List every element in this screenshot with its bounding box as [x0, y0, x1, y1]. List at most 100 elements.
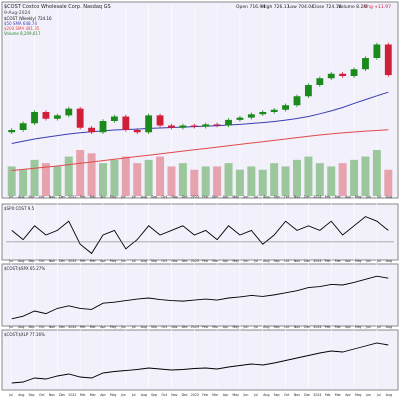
x-tick-label: Sep: [274, 325, 280, 329]
x-tick-label: Sep: [29, 195, 35, 199]
x-tick-label: Mar: [90, 259, 97, 263]
volume-bar: [384, 169, 393, 196]
volume-bar: [338, 163, 347, 196]
x-tick-label: Mar: [335, 325, 342, 329]
candle-body: [293, 96, 301, 106]
x-tick-label: Aug: [18, 393, 24, 397]
candle-body: [168, 125, 175, 128]
x-tick-label: May: [232, 259, 239, 263]
legend-price: $COST (Weekly) 724.16: [4, 16, 52, 21]
volume-bar: [224, 163, 233, 196]
volume-bar: [167, 166, 176, 196]
x-tick-label: 2022: [68, 195, 76, 199]
x-tick-label: 2024: [313, 393, 321, 397]
x-tick-label: Feb: [202, 195, 208, 199]
x-tick-label: Aug: [141, 393, 147, 397]
x-tick-label: May: [110, 259, 117, 263]
indicator-3-panel: [1, 329, 399, 391]
candle-body: [247, 114, 255, 118]
x-tick-label: Feb: [325, 393, 331, 397]
x-tick-label: Dec: [59, 325, 65, 329]
candle-body: [31, 112, 38, 124]
x-tick-label: Nov: [171, 259, 177, 263]
x-tick-label: Nov: [49, 325, 55, 329]
indicator-1-panel: [1, 203, 399, 261]
volume-bar: [64, 156, 73, 196]
x-tick-label: Jun: [242, 259, 248, 263]
volume-bar: [247, 166, 256, 196]
x-tick-label: Jul: [8, 325, 13, 329]
volume-bar: [315, 163, 324, 196]
x-tick-label: Oct: [284, 393, 290, 397]
x-tick-label: Apr: [345, 195, 351, 199]
candle-body: [42, 112, 50, 119]
x-tick-label: 2024: [313, 325, 321, 329]
ohlc-high: High 726.17: [262, 4, 290, 10]
x-tick-label: Nov: [49, 393, 55, 397]
legend-volume: Volume 8,209,617: [4, 31, 41, 36]
candle-body: [179, 125, 187, 128]
x-tick-label: Jul: [8, 393, 13, 397]
x-tick-label: May: [355, 195, 362, 199]
x-tick-label: May: [355, 259, 362, 263]
x-tick-label: May: [232, 195, 239, 199]
x-tick-label: Jul: [253, 325, 258, 329]
x-tick-label: Jul: [376, 259, 381, 263]
candle-body: [270, 109, 278, 112]
x-tick-label: 2022: [68, 393, 76, 397]
x-tick-label: Jun: [365, 259, 371, 263]
x-tick-label: Aug: [263, 393, 269, 397]
x-tick-label: 2022: [68, 325, 76, 329]
candle-body: [236, 117, 244, 120]
x-tick-label: Feb: [80, 195, 86, 199]
x-tick-label: Feb: [325, 325, 331, 329]
x-tick-label: Apr: [345, 393, 351, 397]
volume-bar: [350, 159, 359, 196]
volume-bar: [19, 169, 28, 196]
x-tick-label: Apr: [100, 259, 106, 263]
x-tick-label: Feb: [80, 393, 86, 397]
volume-bar: [156, 156, 165, 196]
volume-bar: [99, 163, 107, 196]
x-tick-label: Jul: [131, 393, 136, 397]
x-tick-label: Feb: [202, 325, 208, 329]
x-tick-label: Nov: [294, 393, 300, 397]
indicator-lines: [6, 216, 394, 384]
x-tick-label: May: [110, 325, 117, 329]
x-tick-label: Oct: [39, 325, 45, 329]
x-tick-label: Mar: [335, 195, 342, 199]
volume-bars: [7, 150, 393, 196]
candle-body: [99, 121, 107, 133]
x-tick-label: May: [232, 325, 239, 329]
volume-bar: [41, 163, 50, 196]
sma200-line: [11, 129, 389, 171]
x-tick-label: Oct: [162, 195, 168, 199]
x-tick-label: Aug: [386, 393, 392, 397]
indicator-3-line: [11, 342, 389, 384]
legend-sma50: $50 SMA 648.74: [4, 21, 37, 26]
x-tick-label: May: [232, 393, 239, 397]
x-tick-label: Apr: [223, 325, 229, 329]
x-tick-label: Jun: [120, 195, 126, 199]
x-tick-label: Nov: [294, 325, 300, 329]
volume-bar: [133, 163, 142, 196]
volume-bar: [281, 166, 290, 196]
x-tick-label: Jun: [242, 325, 248, 329]
x-tick-label: Aug: [263, 195, 269, 199]
x-tick-label: Dec: [182, 325, 188, 329]
x-tick-label: Oct: [162, 259, 168, 263]
x-tick-label: Dec: [304, 259, 310, 263]
x-tick-label: 2023: [191, 393, 199, 397]
x-tick-label: Sep: [151, 195, 157, 199]
x-tick-label: 2024: [313, 195, 321, 199]
x-tick-label: Aug: [386, 195, 392, 199]
candle-body: [327, 73, 335, 79]
x-tick-label: Apr: [100, 195, 106, 199]
candle-body: [339, 73, 347, 76]
candle-body: [362, 58, 369, 70]
candle-body: [76, 108, 84, 128]
x-tick-label: Dec: [182, 393, 188, 397]
x-tick-label: Mar: [212, 393, 219, 397]
candle-body: [225, 119, 232, 126]
